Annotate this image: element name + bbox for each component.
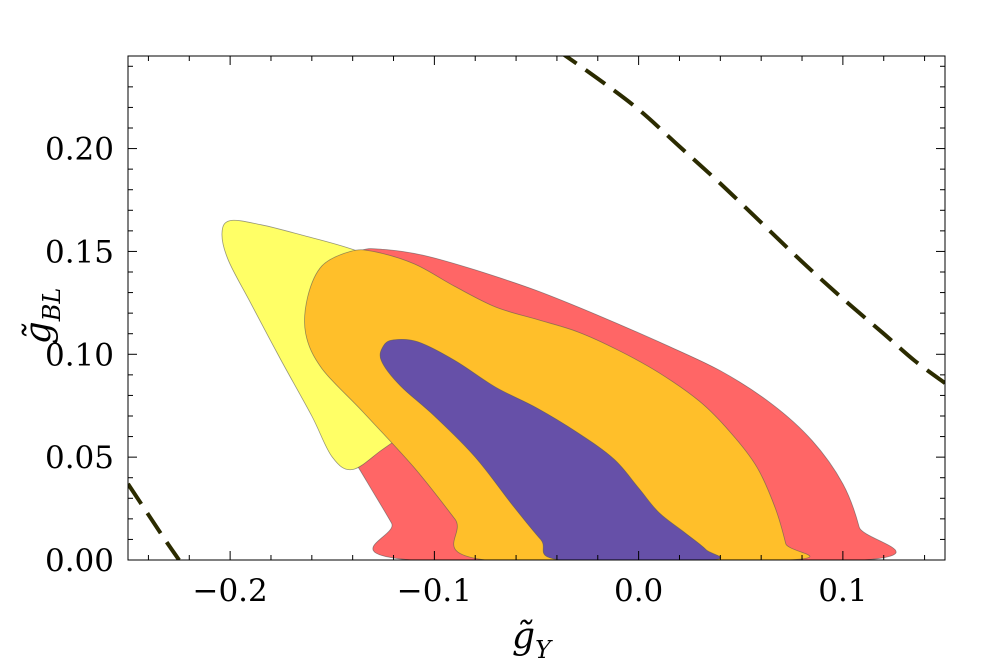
dashed-curves-layer xyxy=(128,56,945,560)
dashed-curve-2 xyxy=(128,482,181,560)
contour-region-4 xyxy=(379,338,721,560)
y-tick-label: 0.00 xyxy=(45,543,114,579)
y-tick-label: 0.20 xyxy=(45,132,114,168)
x-tick-label: −0.1 xyxy=(397,573,472,609)
ticks-layer: −0.2 −0.1 0.0 0.1 0.00 0.05 0.10 0.15 0.20 xyxy=(45,56,945,609)
y-axis-label-main: g̃ xyxy=(18,321,59,344)
y-tick-label: 0.10 xyxy=(45,337,114,373)
x-axis-label-main: g̃ xyxy=(512,616,535,657)
y-tick-label: 0.05 xyxy=(45,440,114,476)
y-axis-label-subscript: BL xyxy=(38,288,66,323)
contour-region-3 xyxy=(304,249,811,560)
dashed-curve-1 xyxy=(562,56,945,385)
x-axis-label-subscript: Y xyxy=(535,636,553,662)
x-axis-label: g̃Y xyxy=(512,616,553,662)
x-tick-label: 0.0 xyxy=(614,573,663,609)
regions-layer xyxy=(221,219,897,560)
x-tick-label: −0.2 xyxy=(192,573,267,609)
y-axis-label: g̃BL xyxy=(18,288,66,345)
plot-frame xyxy=(127,55,946,561)
y-tick-label: 0.15 xyxy=(45,234,114,270)
x-tick-label: 0.1 xyxy=(818,573,867,609)
